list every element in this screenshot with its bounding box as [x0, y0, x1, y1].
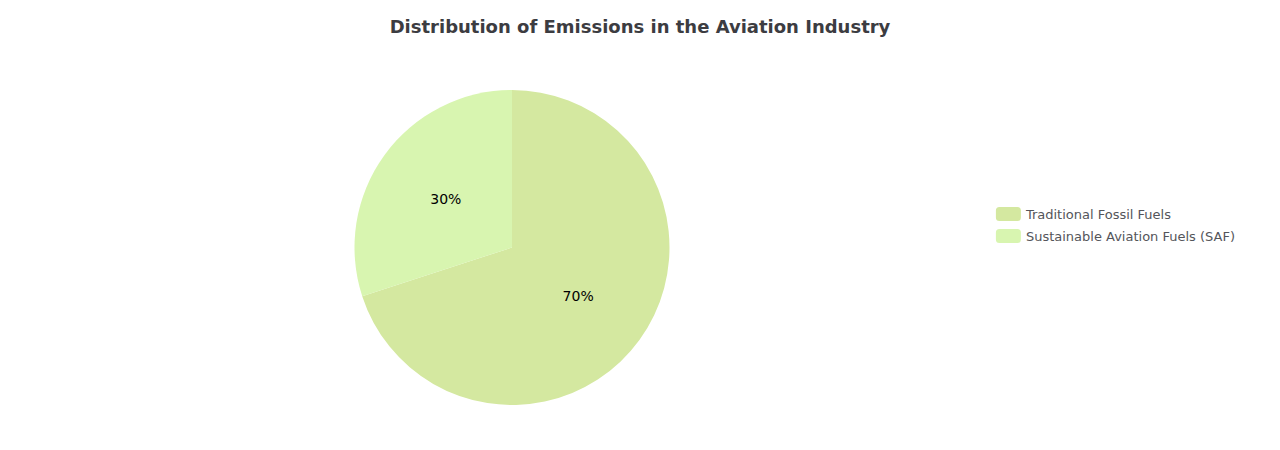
- svg-text:Distribution of Emissions in t: Distribution of Emissions in the Aviatio…: [390, 16, 891, 37]
- svg-text:70%: 70%: [563, 288, 594, 304]
- svg-text:30%: 30%: [430, 191, 461, 207]
- svg-text:Traditional Fossil Fuels: Traditional Fossil Fuels: [1025, 207, 1171, 222]
- svg-text:Sustainable Aviation Fuels (SA: Sustainable Aviation Fuels (SAF): [1026, 229, 1235, 244]
